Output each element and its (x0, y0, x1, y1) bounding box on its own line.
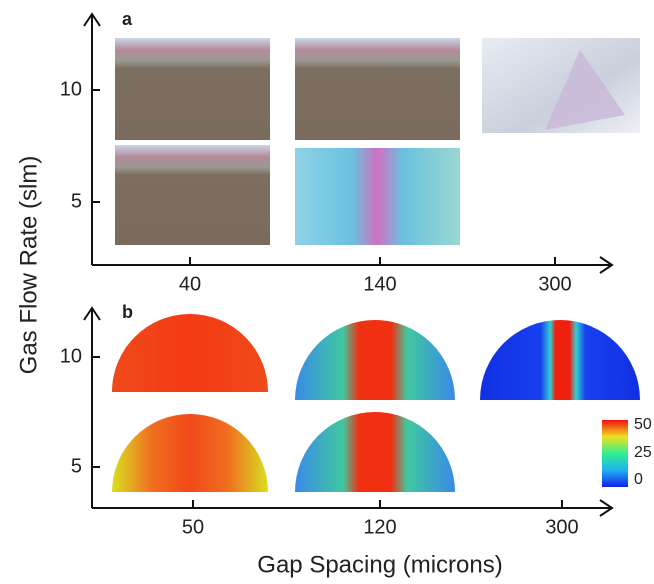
y-axis-label: Gas Flow Rate (slm) (15, 156, 42, 375)
x-tick-label: 120 (363, 516, 396, 538)
photo (295, 148, 460, 245)
x-tick-label: 40 (179, 273, 201, 295)
colorbar-label: 50 (634, 416, 652, 433)
x-axis-label: Gap Spacing (microns) (257, 551, 502, 578)
map (480, 320, 640, 400)
panel-a-images (115, 38, 640, 245)
map (295, 412, 455, 492)
figure: a 10 5 40 140 300 b 10 5 50 120 300 50 2… (0, 0, 654, 584)
x-axis-b (92, 500, 612, 516)
map (295, 320, 455, 400)
y-axis-a (84, 14, 100, 265)
map (112, 414, 268, 492)
panel-b-maps (112, 314, 640, 492)
x-tick-label: 140 (363, 273, 396, 295)
panel-label: a (122, 9, 133, 29)
y-tick-label: 10 (60, 78, 82, 100)
panel-label: b (122, 302, 133, 322)
x-tick-label: 300 (538, 273, 571, 295)
colorbar-label: 0 (634, 471, 643, 488)
y-tick-label: 5 (71, 455, 82, 477)
y-tick-label: 10 (60, 345, 82, 367)
photo (115, 145, 270, 245)
y-tick-label: 5 (71, 190, 82, 212)
colorbar-label: 25 (634, 444, 652, 461)
colorbar (602, 420, 628, 487)
x-tick-label: 300 (545, 516, 578, 538)
photo (295, 38, 460, 140)
y-axis-b (84, 308, 100, 508)
map (112, 314, 268, 392)
x-tick-label: 50 (182, 516, 204, 538)
x-axis-a (92, 257, 612, 273)
photo (115, 38, 270, 140)
